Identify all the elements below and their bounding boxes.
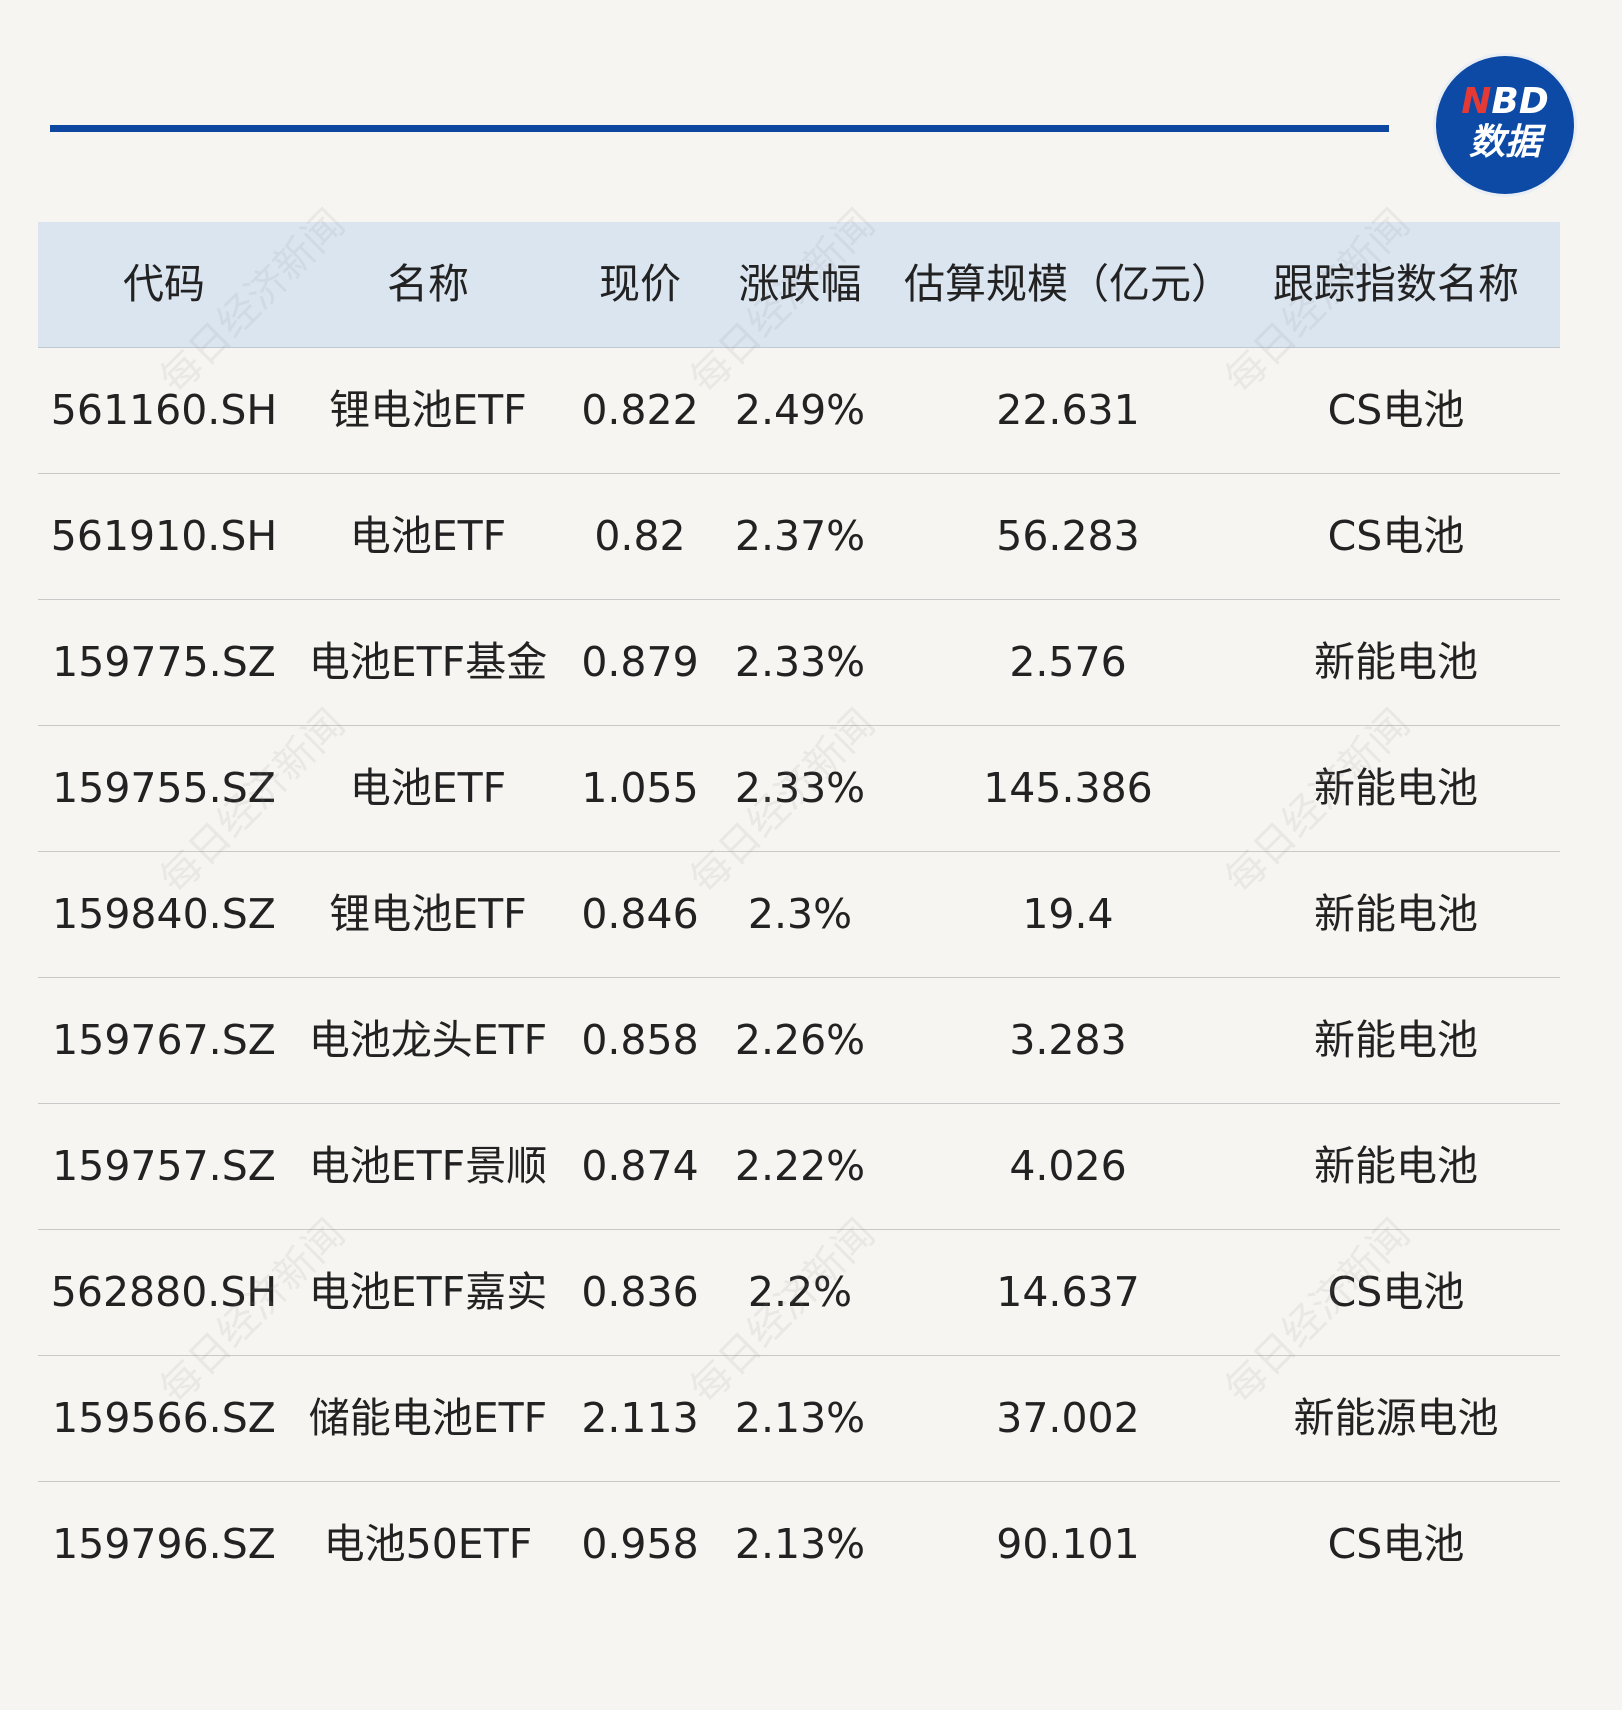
cell: 562880.SH (50, 1268, 278, 1316)
header-cell: 跟踪指数名称 (1273, 260, 1519, 308)
cell: 电池ETF景顺 (308, 1142, 548, 1190)
etf-table: 代码 名称 现价 涨跌幅 估算规模（亿元） 跟踪指数名称 561160.SH 锂电池ETF 0.… (38, 222, 1560, 1608)
cell: 2.33% (734, 764, 866, 812)
logo-mark: NBD (1436, 82, 1574, 122)
cell: 0.846 (581, 890, 699, 938)
cell: 电池ETF (349, 764, 507, 812)
cell: 1.055 (581, 764, 699, 812)
cell: 2.2% (747, 1268, 853, 1316)
cell: 159755.SZ (52, 764, 276, 812)
cell: 159757.SZ (52, 1142, 276, 1190)
data-row: 159840.SZ 锂电池ETF 0.846 2.3% 19.4 新能电池 (38, 852, 1560, 978)
cell: 14.637 (996, 1268, 1140, 1316)
cell: 2.113 (581, 1394, 699, 1442)
cell: 0.858 (581, 1016, 699, 1064)
cell: 0.958 (581, 1520, 699, 1568)
header-row: 代码 名称 现价 涨跌幅 估算规模（亿元） 跟踪指数名称 (38, 222, 1560, 348)
cell: 新能源电池 (1293, 1394, 1499, 1442)
header-cell: 现价 (599, 260, 681, 308)
data-row: 159755.SZ 电池ETF 1.055 2.33% 145.386 新能电池 (38, 726, 1560, 852)
cell: 电池龙头ETF (308, 1016, 548, 1064)
data-row: 159775.SZ 电池ETF基金 0.879 2.33% 2.576 新能电池 (38, 600, 1560, 726)
cell: 4.026 (1009, 1142, 1127, 1190)
cell: 159840.SZ (52, 890, 276, 938)
cell: CS电池 (1327, 512, 1465, 560)
logo-n: N (1461, 81, 1492, 122)
cell: 2.33% (734, 638, 866, 686)
data-row: 159757.SZ 电池ETF景顺 0.874 2.22% 4.026 新能电池 (38, 1104, 1560, 1230)
cell: 2.13% (734, 1394, 866, 1442)
top-rule (50, 125, 1389, 132)
cell: 0.822 (581, 386, 699, 434)
cell: 561910.SH (50, 512, 278, 560)
cell: 新能电池 (1314, 1142, 1478, 1190)
cell: 电池ETF嘉实 (308, 1268, 548, 1316)
cell: 电池ETF (349, 512, 507, 560)
cell: 电池50ETF (323, 1520, 533, 1568)
cell: CS电池 (1327, 386, 1465, 434)
cell: 2.37% (734, 512, 866, 560)
data-row: 561160.SH 锂电池ETF 0.822 2.49% 22.631 CS电池 (38, 348, 1560, 474)
cell: 56.283 (996, 512, 1140, 560)
cell: 159796.SZ (52, 1520, 276, 1568)
cell: 159566.SZ (52, 1394, 276, 1442)
header-cell: 估算规模（亿元） (904, 260, 1232, 308)
cell: 新能电池 (1314, 1016, 1478, 1064)
cell: 561160.SH (50, 386, 278, 434)
header-cell: 代码 (123, 260, 205, 308)
cell: 新能电池 (1314, 764, 1478, 812)
data-row: 159796.SZ 电池50ETF 0.958 2.13% 90.101 CS电池 (38, 1482, 1560, 1608)
cell: 2.26% (734, 1016, 866, 1064)
data-row: 562880.SH 电池ETF嘉实 0.836 2.2% 14.637 CS电池 (38, 1230, 1560, 1356)
cell: 37.002 (996, 1394, 1140, 1442)
cell: 电池ETF基金 (308, 638, 548, 686)
cell: 新能电池 (1314, 638, 1478, 686)
cell: 0.879 (581, 638, 699, 686)
cell: CS电池 (1327, 1268, 1465, 1316)
header-cell: 名称 (387, 260, 469, 308)
cell: 19.4 (1022, 890, 1114, 938)
cell: 22.631 (996, 386, 1140, 434)
cell: 锂电池ETF (329, 890, 527, 938)
cell: 储能电池ETF (308, 1394, 548, 1442)
data-row: 561910.SH 电池ETF 0.82 2.37% 56.283 CS电池 (38, 474, 1560, 600)
cell: 0.82 (594, 512, 686, 560)
cell: 2.576 (1009, 638, 1127, 686)
data-row: 159566.SZ 储能电池ETF 2.113 2.13% 37.002 新能源电池 (38, 1356, 1560, 1482)
cell: 90.101 (996, 1520, 1140, 1568)
cell: 2.3% (747, 890, 853, 938)
cell: 2.22% (734, 1142, 866, 1190)
cell: 新能电池 (1314, 890, 1478, 938)
logo-label: 数据 (1468, 122, 1541, 163)
header-cell: 涨跌幅 (738, 260, 862, 308)
cell: 锂电池ETF (329, 386, 527, 434)
cell: 0.874 (581, 1142, 699, 1190)
logo: NBD 数据 (1436, 56, 1574, 194)
cell: 159775.SZ (52, 638, 276, 686)
data-row: 159767.SZ 电池龙头ETF 0.858 2.26% 3.283 新能电池 (38, 978, 1560, 1104)
cell: 2.13% (734, 1520, 866, 1568)
cell: CS电池 (1327, 1520, 1465, 1568)
cell: 2.49% (734, 386, 866, 434)
cell: 145.386 (983, 764, 1153, 812)
cell: 0.836 (581, 1268, 699, 1316)
cell: 159767.SZ (52, 1016, 276, 1064)
logo-bd: BD (1491, 81, 1549, 122)
cell: 3.283 (1009, 1016, 1127, 1064)
